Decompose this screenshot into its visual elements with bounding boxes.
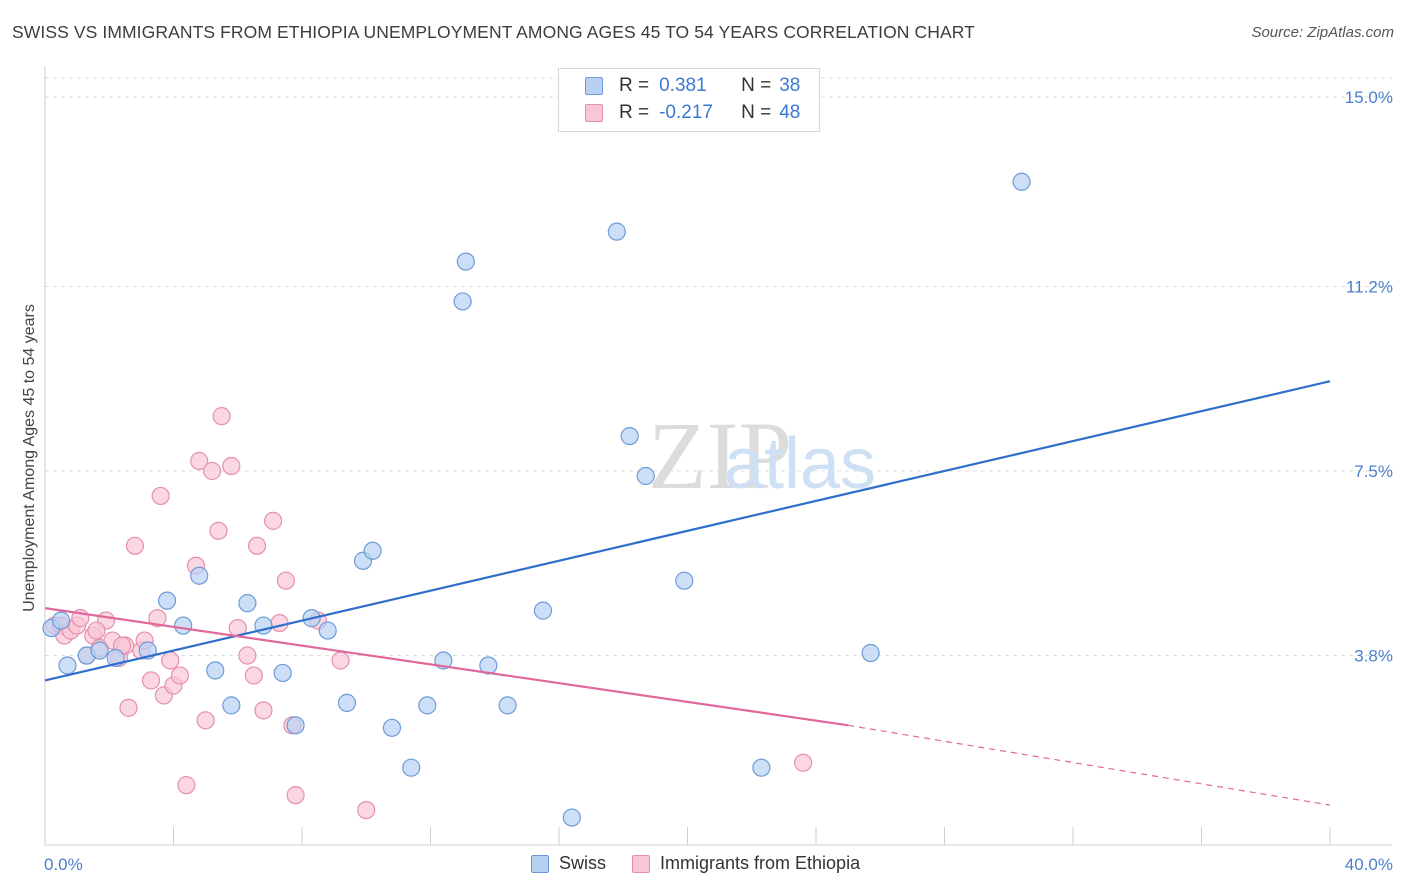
ethiopia-point-21 [161, 651, 180, 670]
y-tick-label-1: 7.5% [1354, 462, 1393, 481]
ethiopia-point-38 [270, 613, 289, 633]
swiss-point-32 [636, 466, 655, 486]
ethiopia-n-label: N = [741, 102, 772, 123]
chart-title: SWISS VS IMMIGRANTS FROM ETHIOPIA UNEMPL… [12, 22, 975, 42]
ethiopia-point-39 [276, 571, 296, 590]
swiss-point-31 [620, 426, 639, 446]
swiss-point-22 [418, 696, 437, 715]
swiss-point-29 [562, 808, 581, 827]
ethiopia-r-value: -0.217 [659, 102, 713, 123]
ethiopia-point-24 [177, 776, 196, 795]
swiss-point-11 [238, 594, 257, 613]
swiss-point-35 [861, 643, 880, 663]
legend-item-ethiopia[interactable]: Immigrants from Ethiopia [632, 853, 860, 874]
gridlines [45, 77, 1392, 657]
ethiopia-point-27 [196, 711, 215, 730]
y-tick-labels: 3.8% 7.5% 11.2% 15.0% [1345, 88, 1393, 666]
swiss-point-28 [533, 601, 553, 620]
watermark-zip: ZIP [648, 402, 792, 509]
swiss-point-34 [752, 758, 771, 777]
swiss-point-8 [190, 566, 209, 585]
axes [44, 66, 1392, 846]
ethiopia-point-28 [202, 461, 222, 481]
y-tick-label-3: 15.0% [1345, 88, 1393, 107]
swiss-point-20 [382, 718, 402, 737]
swiss-point-6 [157, 591, 177, 610]
ethiopia-point-46 [87, 621, 106, 640]
ethiopia-point-36 [254, 701, 273, 720]
y-tick-label-0: 3.8% [1354, 647, 1393, 666]
swiss-r-value: 0.381 [659, 75, 707, 96]
swiss-point-17 [337, 693, 357, 712]
ethiopia-point-26 [190, 451, 209, 471]
swiss-n-value: 38 [779, 75, 801, 96]
swiss-point-21 [402, 758, 421, 777]
ethiopia-point-43 [331, 651, 350, 670]
ethiopia-point-13 [119, 698, 138, 717]
ethiopia-point-23 [170, 666, 190, 685]
swiss-point-19 [363, 541, 382, 560]
ethiopia-point-33 [238, 646, 257, 665]
ethiopia-point-31 [222, 456, 241, 476]
ethiopia-point-29 [209, 521, 228, 540]
swiss-point-1 [58, 656, 77, 675]
series-legend: Swiss Immigrants from Ethiopia [531, 853, 886, 874]
ethiopia-trend-line [44, 607, 849, 727]
ethiopia-point-44 [357, 800, 376, 820]
swiss-point-30 [607, 222, 626, 241]
swiss-point-25 [456, 252, 475, 271]
legend-swiss-label: Swiss [559, 853, 607, 873]
legend-swiss-swatch [531, 854, 549, 873]
ethiopia-point-37 [263, 511, 283, 530]
y-tick-label-2: 11.2% [1346, 277, 1393, 296]
swiss-n-label: N = [741, 75, 772, 96]
swiss-point-24 [453, 292, 472, 311]
legend-row-swiss: R = 0.381 N = 38 [585, 74, 800, 98]
ethiopia-point-34 [244, 666, 263, 685]
stats-legend: R = 0.381 N = 38 R = -0.217 N = 48 [558, 68, 820, 132]
x-tick-labels: 0.0% 40.0% [44, 855, 1393, 874]
legend-row-ethiopia: R = -0.217 N = 48 [585, 101, 800, 125]
ethiopia-r-label: R = [619, 102, 650, 123]
swiss-point-16 [318, 621, 337, 640]
ethiopia-swatch [585, 104, 603, 122]
legend-item-swiss[interactable]: Swiss [531, 853, 606, 874]
swiss-point-9 [206, 661, 225, 680]
ethiopia-point-19 [151, 486, 170, 506]
ethiopia-point-17 [141, 671, 161, 690]
swiss-point-14 [286, 716, 305, 735]
ethiopia-point-45 [794, 753, 813, 772]
x-tick-label-0: 0.0% [44, 855, 83, 874]
ethiopia-point-41 [286, 786, 305, 805]
legend-ethiopia-swatch [632, 854, 651, 873]
swiss-point-3 [90, 641, 109, 660]
ethiopia-trend-extension [848, 724, 1331, 806]
swiss-point-37 [51, 611, 71, 630]
swiss-point-10 [222, 696, 241, 715]
ethiopia-point-35 [247, 536, 267, 555]
ethiopia-point-18 [148, 609, 167, 628]
x-tick-label-1: 40.0% [1345, 855, 1393, 874]
swiss-point-36 [1012, 172, 1031, 191]
swiss-point-26 [479, 656, 498, 675]
swiss-point-7 [174, 616, 193, 635]
trend-lines [44, 380, 1331, 806]
swiss-swatch [585, 77, 603, 95]
ethiopia-point-30 [212, 407, 231, 426]
swiss-trend-line [44, 380, 1331, 682]
swiss-r-label: R = [619, 75, 650, 96]
swiss-point-13 [273, 663, 292, 683]
watermark-atlas: atlas [724, 424, 876, 504]
ethiopia-point-14 [125, 536, 145, 555]
swiss-point-33 [675, 571, 694, 590]
swiss-point-27 [498, 696, 517, 715]
legend-ethiopia-label: Immigrants from Ethiopia [660, 853, 861, 873]
series-swiss [42, 172, 1031, 827]
source-label: Source: ZipAtlas.com [1251, 24, 1394, 41]
ethiopia-n-value: 48 [779, 102, 801, 123]
